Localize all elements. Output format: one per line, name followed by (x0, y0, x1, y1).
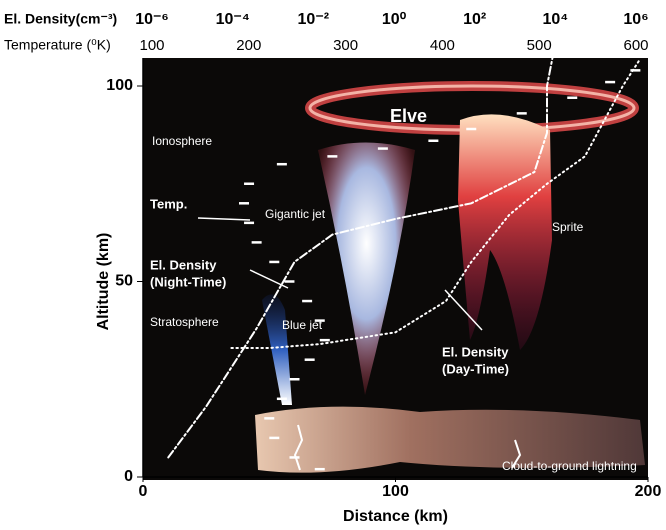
top-tick-label: 600 (623, 37, 648, 54)
top-tick-label: 200 (236, 37, 261, 54)
x-tick-label: 0 (139, 483, 148, 500)
x-tick-label: 100 (382, 483, 409, 500)
annotation: (Day-Time) (442, 361, 509, 376)
top-axis-label: Temperature (⁰K) (4, 37, 111, 53)
y-tick-label: 100 (106, 77, 133, 94)
annotation: Ionosphere (152, 134, 212, 148)
top-tick-label: 10⁰ (382, 11, 407, 28)
annotation: Sprite (552, 220, 584, 234)
annotation: (Night-Time) (150, 274, 226, 289)
y-tick-label: 0 (124, 468, 133, 485)
annotation: El. Density (150, 257, 217, 272)
top-tick-label: 300 (333, 37, 358, 54)
annotation: Cloud-to-ground lightning (502, 459, 637, 473)
top-tick-label: 10⁶ (623, 11, 648, 28)
annotation: Stratosphere (150, 315, 219, 329)
top-tick-label: 10² (463, 11, 486, 28)
y-axis-label: Altitude (km) (95, 233, 112, 331)
top-axis-label: El. Density(cm⁻³) (4, 11, 117, 27)
annotation: Gigantic jet (265, 207, 326, 221)
top-tick-label: 10⁴ (542, 11, 568, 28)
top-tick-label: 10⁻⁴ (216, 11, 250, 28)
annotation: Elve (390, 106, 427, 126)
annotation: Blue jet (282, 318, 323, 332)
y-tick-label: 50 (115, 273, 133, 290)
top-tick-label: 10⁻² (298, 11, 330, 28)
annotation: El. Density (442, 344, 509, 359)
figure: 0 50 100 0 100 200 Distance (km) Altitude (km) E… (0, 0, 666, 530)
x-axis-label: Distance (km) (343, 508, 448, 525)
top-tick-label: 10⁻⁶ (135, 11, 169, 28)
top-tick-label: 100 (139, 37, 164, 54)
top-tick-label: 400 (430, 37, 455, 54)
x-tick-label: 200 (635, 483, 662, 500)
annotation: Temp. (150, 196, 187, 211)
top-tick-label: 500 (527, 37, 552, 54)
